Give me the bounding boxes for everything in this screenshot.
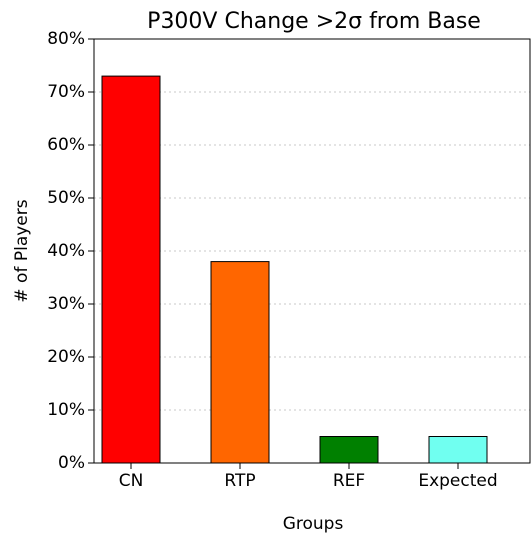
y-tick-label: 60%: [47, 135, 85, 155]
x-tick-label: CN: [119, 471, 144, 491]
y-tick-label: 80%: [47, 29, 85, 49]
y-tick-label: 70%: [47, 82, 85, 102]
x-axis-label: Groups: [283, 514, 344, 534]
y-tick-label: 40%: [47, 241, 85, 261]
bar: [210, 261, 270, 464]
bar: [428, 436, 488, 464]
bar: [101, 75, 161, 464]
bar: [319, 436, 379, 464]
chart-title: P300V Change >2σ from Base: [147, 9, 481, 34]
y-axis-label: # of Players: [12, 199, 32, 302]
y-tick-label: 0%: [58, 453, 85, 473]
y-tick-label: 50%: [47, 188, 85, 208]
y-tick-label: 20%: [47, 347, 85, 367]
plot-frame: [93, 38, 531, 464]
x-tick-label: Expected: [418, 471, 497, 491]
x-tick-label: REF: [333, 471, 365, 491]
x-tick-label: RTP: [224, 471, 255, 491]
y-tick-label: 10%: [47, 400, 85, 420]
y-tick-label: 30%: [47, 294, 85, 314]
